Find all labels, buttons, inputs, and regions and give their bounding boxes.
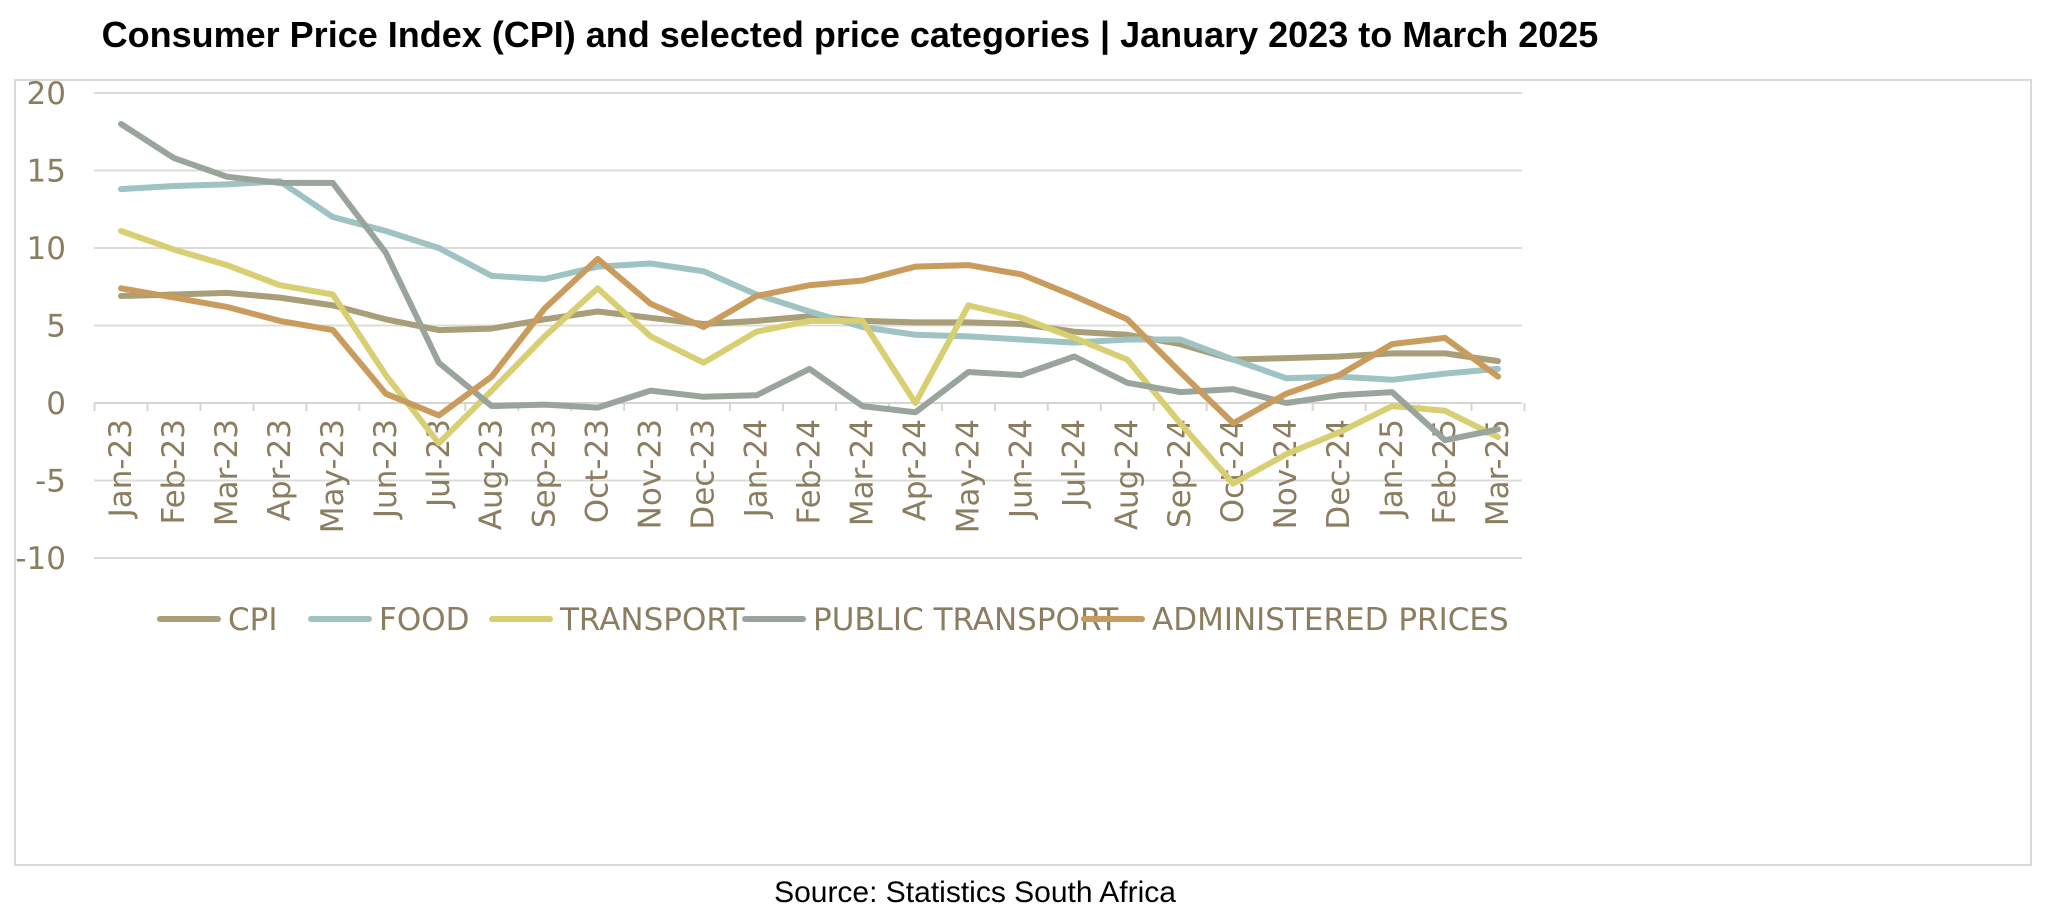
x-tick-label: Jan-25 (1374, 419, 1410, 519)
x-tick-label: Apr-23 (262, 419, 298, 521)
series-line-food (118, 178, 1501, 383)
y-axis-tick-labels: 20 15 10 5 0 -5 -10 (15, 76, 66, 577)
legend-label: TRANSPORT (559, 602, 746, 638)
x-tick-label: May-23 (315, 419, 351, 533)
x-tick-label: Jul-24 (1056, 419, 1092, 509)
chart-frame (14, 79, 2032, 866)
chart-title: Consumer Price Index (CPI) and selected … (101, 14, 1599, 55)
x-tick-label: Nov-23 (633, 419, 669, 529)
x-tick-label: Jan-24 (739, 419, 775, 519)
x-tick-label: Jun-23 (368, 419, 404, 520)
series-line-cpi (118, 289, 1501, 365)
x-axis (93, 402, 1526, 411)
legend-label: CPI (228, 602, 277, 638)
y-tick-label: 10 (27, 231, 66, 267)
y-tick-label: 0 (46, 386, 66, 422)
x-tick-label: Feb-24 (792, 419, 828, 525)
x-tick-label: Mar-23 (209, 419, 245, 526)
chart-source: Source: Statistics South Africa (774, 876, 1176, 909)
x-tick-label: Mar-24 (844, 419, 880, 526)
y-tick-label: -10 (15, 541, 66, 577)
x-tick-label: Aug-23 (474, 419, 510, 530)
x-tick-label: Jun-24 (1003, 419, 1039, 520)
y-tick-label: -5 (35, 464, 66, 500)
legend-label: FOOD (379, 602, 470, 638)
series-line-transport (118, 228, 1501, 487)
legend: CPI FOOD TRANSPORT PUBLIC TRANSPORT ADMINIST… (157, 602, 1509, 638)
legend-label: ADMINISTERED PRICES (1152, 602, 1509, 638)
x-tick-label: Sep-23 (527, 419, 563, 528)
x-tick-label: Oct-23 (580, 419, 616, 523)
x-tick-label: May-24 (950, 419, 986, 533)
x-axis-tick-labels: Jan-23 Feb-23 Mar-23 Apr-23 May-23 Jun-23 Jul-… (103, 419, 1516, 533)
gridlines (94, 92, 1522, 559)
y-tick-label: 5 (46, 309, 66, 345)
x-tick-label: Dec-23 (686, 419, 722, 530)
y-tick-label: 15 (27, 154, 66, 190)
series-line-public-transport (118, 121, 1501, 444)
x-tick-label: Nov-24 (1268, 419, 1304, 529)
x-tick-label: Jan-23 (103, 419, 139, 519)
series-line-administered-prices (118, 255, 1501, 427)
y-tick-label: 20 (27, 76, 66, 112)
series-lines (118, 121, 1501, 487)
x-tick-label: Feb-23 (156, 419, 192, 525)
x-tick-label: Apr-24 (897, 419, 933, 521)
legend-label: PUBLIC TRANSPORT (813, 602, 1119, 638)
x-tick-label: Aug-24 (1109, 419, 1145, 530)
